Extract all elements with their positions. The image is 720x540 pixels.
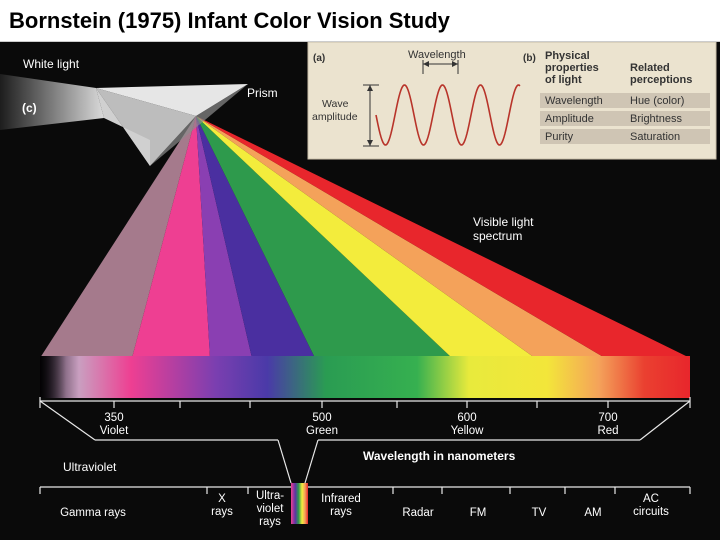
- wavelength-label: Wavelength: [408, 49, 466, 61]
- amplitude-arrow: [363, 84, 379, 147]
- spectrum-fan: [40, 116, 690, 358]
- em-band-label: X: [218, 493, 226, 505]
- em-band-label: Gamma rays: [60, 507, 126, 519]
- inset-panel: (a) Wavelength Wave amplitude (b) Phy: [307, 42, 717, 160]
- em-band-label: AM: [584, 507, 601, 519]
- visible-spectrum-label-line2: spectrum: [473, 229, 522, 243]
- title-bar: Bornstein (1975) Infant Color Vision Stu…: [0, 0, 720, 42]
- white-light-beam: [0, 74, 104, 130]
- prism-label: Prism: [247, 86, 278, 100]
- wavelength-arrow: [422, 60, 459, 74]
- col1-header-line2: properties: [545, 62, 599, 74]
- em-band-label: Radar: [402, 507, 433, 519]
- tick-500-color: Green: [306, 425, 338, 437]
- em-band-label: Ultra-: [256, 490, 284, 502]
- tick-700-color: Red: [597, 425, 618, 437]
- em-band-label: rays: [211, 506, 233, 518]
- property-amplitude: Amplitude: [545, 113, 594, 125]
- wavelength-scale: [39, 397, 691, 484]
- visible-spectrum-label-line1: Visible light: [473, 215, 534, 229]
- perception-saturation: Saturation: [630, 131, 680, 143]
- sine-wave: [375, 84, 521, 146]
- em-band-label: TV: [532, 507, 547, 519]
- panel-b-label: (b): [523, 53, 536, 64]
- tick-350-nm: 350: [104, 412, 123, 424]
- table-row-bg: [540, 129, 710, 144]
- spectrum-figure: White light (c) Prism Visible light spec…: [0, 42, 720, 540]
- wavelength-axis-label: Wavelength in nanometers: [363, 449, 516, 463]
- tick-350-color: Violet: [100, 425, 129, 437]
- property-wavelength: Wavelength: [545, 95, 603, 107]
- tick-600-color: Yellow: [451, 425, 485, 437]
- ultraviolet-label: Ultraviolet: [63, 460, 117, 474]
- col1-header-line1: Physical: [545, 50, 590, 62]
- visible-slice: [291, 483, 308, 524]
- table-row-bg: [540, 111, 710, 126]
- em-band-label: circuits: [633, 506, 669, 518]
- em-band-label: rays: [330, 506, 352, 518]
- em-band-label: Infrared: [321, 493, 361, 505]
- em-band-label: rays: [259, 516, 281, 528]
- em-labels: Gamma raysXraysUltra-violetraysInfraredr…: [60, 490, 669, 528]
- wave-amplitude-label-line2: amplitude: [312, 111, 358, 123]
- tick-700-nm: 700: [598, 412, 617, 424]
- col2-header-line2: perceptions: [630, 74, 692, 86]
- prism: [96, 84, 248, 166]
- em-band-label: AC: [643, 493, 659, 505]
- em-spectrum-bar: [39, 486, 691, 494]
- perception-brightness: Brightness: [630, 113, 682, 125]
- table-row-bg: [540, 93, 710, 108]
- em-band-label: FM: [470, 507, 487, 519]
- property-purity: Purity: [545, 131, 574, 143]
- col2-header-line1: Related: [630, 62, 670, 74]
- panel-a-label: (a): [313, 53, 325, 64]
- white-light-label: White light: [23, 57, 80, 71]
- wave-amplitude-label-line1: Wave: [322, 98, 349, 110]
- tick-600-nm: 600: [457, 412, 476, 424]
- tick-500-nm: 500: [312, 412, 331, 424]
- col1-header-line3: of light: [545, 74, 582, 86]
- perception-hue: Hue (color): [630, 95, 684, 107]
- panel-c-label: (c): [22, 101, 37, 115]
- slide-title: Bornstein (1975) Infant Color Vision Stu…: [9, 8, 450, 33]
- em-band-label: violet: [257, 503, 285, 515]
